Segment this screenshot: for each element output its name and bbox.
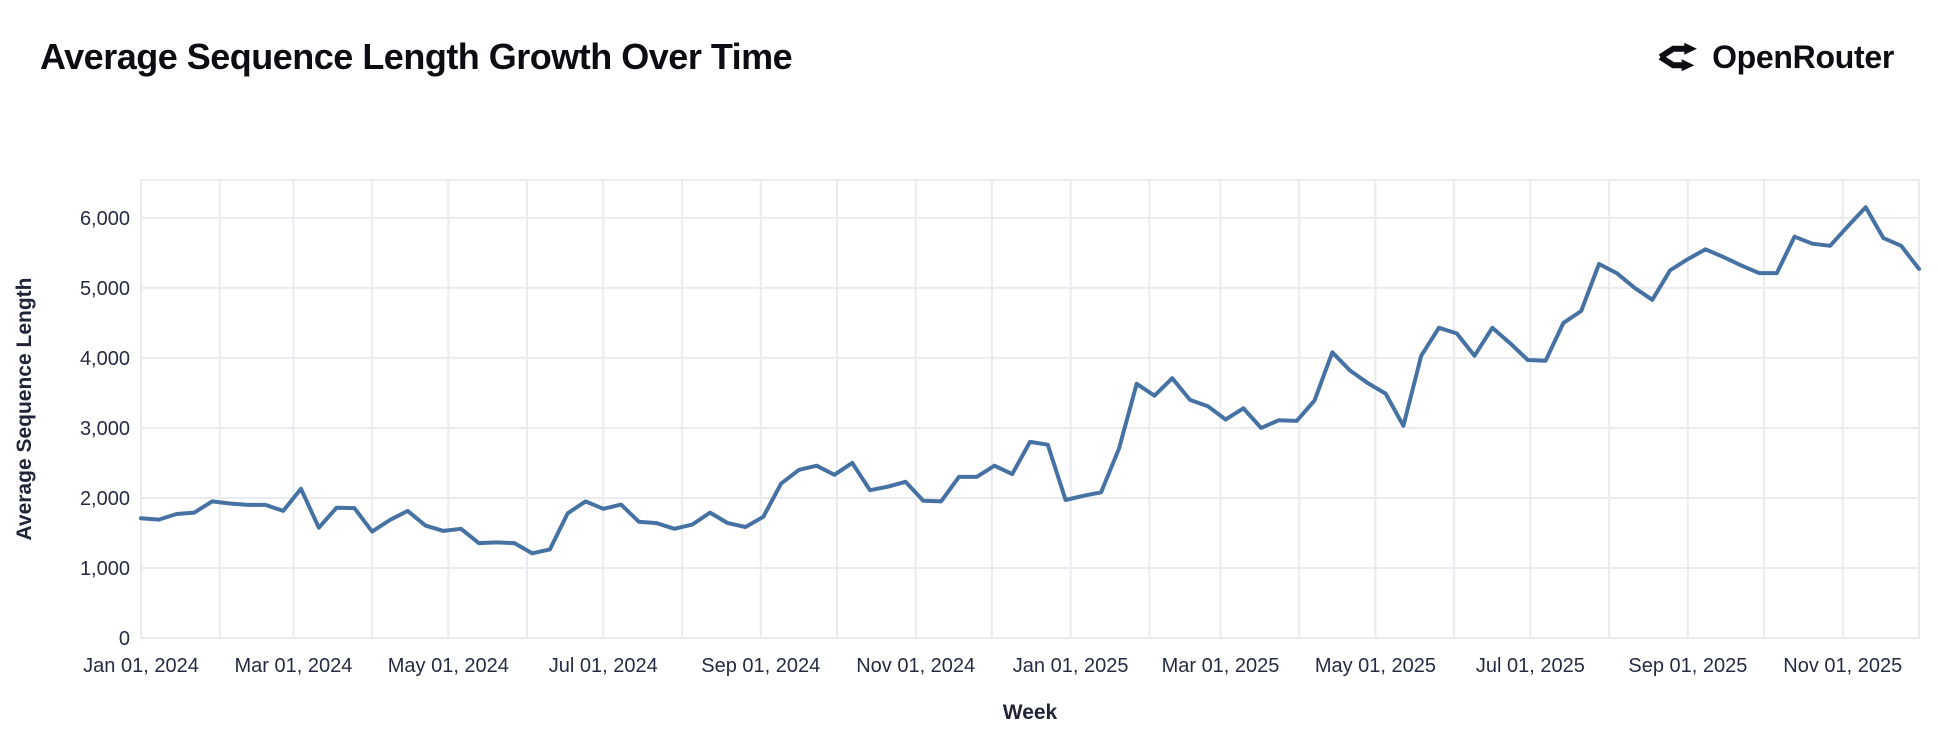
x-tick-label: Sep 01, 2025 — [1628, 655, 1747, 677]
x-tick-label: Sep 01, 2024 — [701, 655, 820, 677]
openrouter-logo-icon — [1657, 36, 1699, 78]
x-tick-label: May 01, 2024 — [388, 655, 509, 677]
x-tick-label: Mar 01, 2025 — [1162, 655, 1280, 677]
tick-label-layer: 0 1,000 2,000 3,000 4,000 5,000 6,000 Jan 01, 2… — [80, 208, 1902, 677]
y-tick-label: 6,000 — [80, 208, 130, 230]
x-tick-label: May 01, 2025 — [1315, 655, 1436, 677]
openrouter-logo-text: OpenRouter — [1712, 38, 1894, 75]
x-tick-label: Jan 01, 2025 — [1013, 655, 1129, 677]
plot-border — [140, 179, 1920, 639]
x-tick-label: Jul 01, 2025 — [1476, 655, 1585, 677]
x-axis-title: Week — [1003, 701, 1058, 724]
x-tick-label: Nov 01, 2025 — [1783, 655, 1902, 677]
y-tick-label: 2,000 — [80, 488, 130, 510]
page-title: Average Sequence Length Growth Over Time — [40, 36, 793, 77]
x-tick-label: Nov 01, 2024 — [856, 655, 975, 677]
x-tick-label: Jan 01, 2024 — [83, 655, 199, 677]
grid-layer — [140, 179, 1920, 639]
y-tick-label: 5,000 — [80, 278, 130, 300]
series-line-average-sequence-length — [139, 205, 1921, 556]
x-tick-label: Jul 01, 2024 — [549, 655, 658, 677]
y-axis-title: Average Sequence Length — [13, 278, 36, 541]
x-tick-label: Mar 01, 2024 — [234, 655, 352, 677]
y-tick-label: 3,000 — [80, 418, 130, 440]
y-tick-label: 1,000 — [80, 558, 130, 580]
series-layer — [139, 205, 1921, 556]
y-tick-label: 4,000 — [80, 348, 130, 370]
openrouter-logo: OpenRouter — [1657, 36, 1894, 78]
y-tick-label: 0 — [119, 628, 130, 650]
